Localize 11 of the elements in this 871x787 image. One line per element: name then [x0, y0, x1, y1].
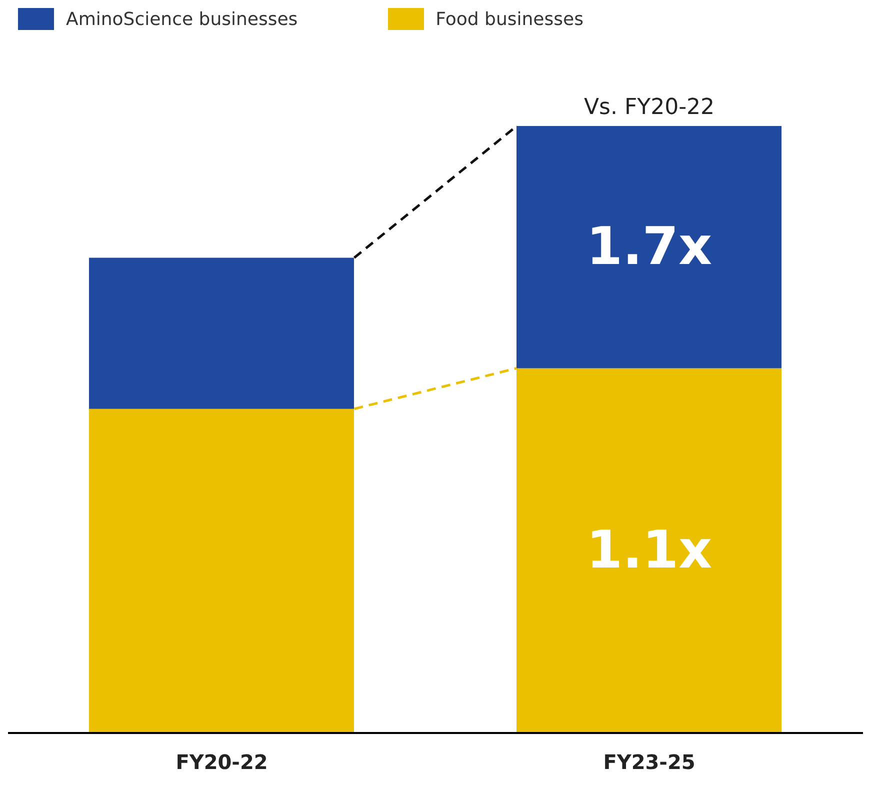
- annotation: Vs. FY20-22: [584, 95, 715, 120]
- bar: [89, 408, 354, 733]
- x-tick-label: FY20-22: [176, 750, 268, 774]
- bar: [89, 258, 354, 409]
- bar: [516, 368, 782, 733]
- annotation: 1.1x: [586, 520, 712, 581]
- annotation: 1.7x: [586, 217, 712, 278]
- legend-label: Food businesses: [436, 8, 584, 30]
- bar: [516, 126, 782, 368]
- x-tick-label: FY23-25: [603, 750, 696, 774]
- legend-label: AminoScience businesses: [66, 8, 298, 30]
